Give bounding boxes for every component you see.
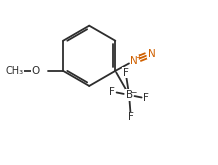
- Text: F: F: [123, 68, 129, 78]
- Text: F: F: [109, 86, 115, 97]
- Text: F: F: [128, 112, 134, 122]
- Text: CH₃: CH₃: [5, 66, 24, 76]
- Text: −: −: [130, 88, 136, 97]
- Text: O: O: [32, 66, 40, 76]
- Text: +: +: [135, 53, 141, 62]
- Text: N: N: [130, 56, 138, 66]
- Text: F: F: [143, 93, 149, 103]
- Text: N: N: [148, 49, 155, 59]
- Text: B: B: [126, 90, 133, 100]
